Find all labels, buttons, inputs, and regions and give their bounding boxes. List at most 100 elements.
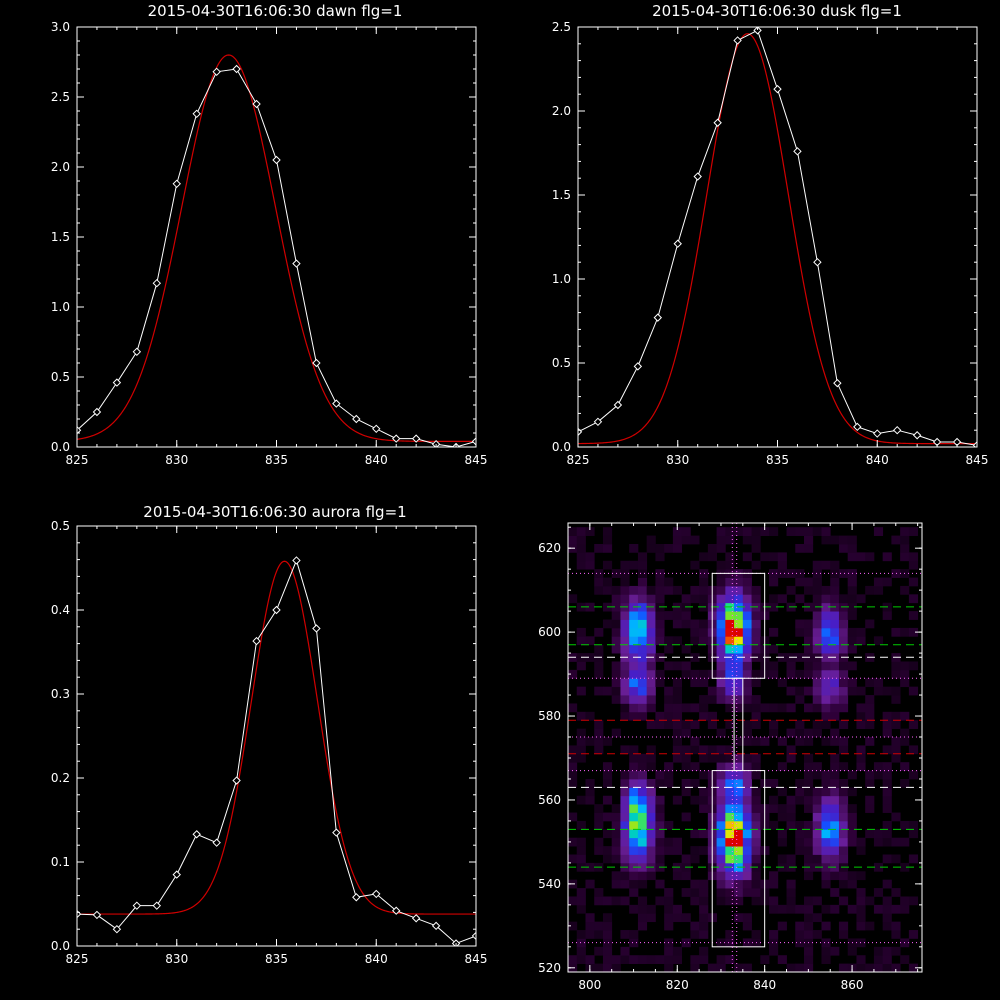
heatmap-cell <box>646 762 656 771</box>
heatmap-cell <box>795 594 805 604</box>
heatmap-cell <box>725 644 735 654</box>
heatmap-cell <box>795 527 805 536</box>
heatmap-cell <box>734 678 744 688</box>
heatmap-cell <box>576 946 586 956</box>
heatmap-cell <box>821 686 831 696</box>
heatmap-cell <box>672 946 683 956</box>
heatmap-cell <box>786 963 796 973</box>
heatmap-cell <box>908 854 919 864</box>
heatmap-cell <box>908 611 919 620</box>
fit-curve <box>77 54 476 442</box>
heatmap-cell <box>865 737 875 746</box>
heatmap-cell <box>804 535 814 545</box>
heatmap-cell <box>838 871 849 881</box>
heatmap-cell <box>908 820 919 830</box>
heatmap-cell <box>690 930 700 939</box>
heatmap-cell <box>690 720 700 730</box>
heatmap-cell <box>751 762 761 771</box>
heatmap-cell <box>602 938 613 948</box>
heatmap-cell <box>681 594 691 604</box>
heatmap-cell <box>681 644 691 654</box>
data-point <box>673 239 682 248</box>
heatmap-cell <box>716 661 726 671</box>
heatmap-cell <box>585 711 595 721</box>
heatmap-cell <box>629 812 639 822</box>
heatmap-cell <box>699 627 709 637</box>
heatmap-cell <box>725 795 735 805</box>
heatmap-cell <box>725 896 735 906</box>
heatmap-cell <box>900 585 910 595</box>
heatmap-cell <box>716 787 726 797</box>
heatmap-cell <box>646 904 656 914</box>
data-point <box>633 362 643 371</box>
heatmap-cell <box>716 653 726 662</box>
heatmap-cell <box>838 686 849 696</box>
heatmap-cell <box>690 678 700 688</box>
heatmap-cell <box>873 577 884 587</box>
heatmap-cell <box>716 955 726 964</box>
heatmap-cell <box>664 543 674 553</box>
heatmap-cell <box>891 963 901 973</box>
heatmap-cell <box>751 720 761 730</box>
heatmap-cell <box>804 619 814 629</box>
heatmap-cell <box>594 627 604 637</box>
heatmap-cell <box>830 560 840 570</box>
heatmap-cell <box>838 636 849 646</box>
heatmap-cell <box>620 627 630 637</box>
heatmap-cell <box>611 602 621 612</box>
heatmap-cell <box>681 720 691 730</box>
heatmap-cell <box>602 812 613 822</box>
heatmap-cell <box>646 846 656 855</box>
heatmap-cell <box>847 552 857 562</box>
heatmap-cell <box>646 619 656 629</box>
heatmap-cell <box>629 871 639 881</box>
heatmap-cell <box>576 627 586 637</box>
heatmap-cell <box>725 678 735 688</box>
heatmap-cell <box>830 669 840 679</box>
heatmap-cell <box>804 804 814 813</box>
heatmap-cell <box>568 762 578 771</box>
heatmap-cell <box>725 846 735 855</box>
heatmap-cell <box>742 636 752 646</box>
heatmap-cell <box>620 820 630 830</box>
heatmap-cell <box>734 879 744 889</box>
heatmap-cell <box>602 913 613 923</box>
heatmap-cell <box>760 527 770 536</box>
heatmap-cell <box>742 762 752 771</box>
heatmap-cell <box>742 686 752 696</box>
heatmap-cell <box>664 644 674 654</box>
heatmap-cell <box>629 829 639 839</box>
heatmap-cell <box>681 854 691 864</box>
heatmap-cell <box>664 686 674 696</box>
heatmap-cell <box>629 585 639 595</box>
heatmap-cell <box>830 619 840 629</box>
heatmap-cell <box>821 938 831 948</box>
x-tick-label: 845 <box>966 453 989 467</box>
heatmap-cell <box>725 594 735 604</box>
heatmap-cell <box>795 695 805 704</box>
heatmap-cell <box>751 543 761 553</box>
heatmap-cell <box>847 829 857 839</box>
heatmap-cell <box>900 778 910 788</box>
heatmap-cell <box>646 795 656 805</box>
heatmap-cell <box>812 594 822 604</box>
heatmap-cell <box>821 804 831 813</box>
heatmap-cell <box>699 678 709 688</box>
heatmap-cell <box>620 871 630 881</box>
heatmap-cell <box>664 820 674 830</box>
heatmap-cell <box>637 804 648 813</box>
heatmap-cell <box>847 602 857 612</box>
heatmap-cell <box>637 862 648 872</box>
heatmap-cell <box>725 585 735 595</box>
heatmap-cell <box>742 695 752 704</box>
data-point <box>793 147 802 156</box>
data-point <box>352 414 361 424</box>
x-tick-label: 830 <box>666 453 689 467</box>
heatmap-cell <box>681 535 691 545</box>
data-point <box>132 347 142 357</box>
data-point <box>112 924 122 934</box>
heatmap-cell <box>690 963 700 973</box>
heatmap-cell <box>725 804 735 813</box>
heatmap-cell <box>664 703 674 713</box>
heatmap-cell <box>576 837 586 847</box>
